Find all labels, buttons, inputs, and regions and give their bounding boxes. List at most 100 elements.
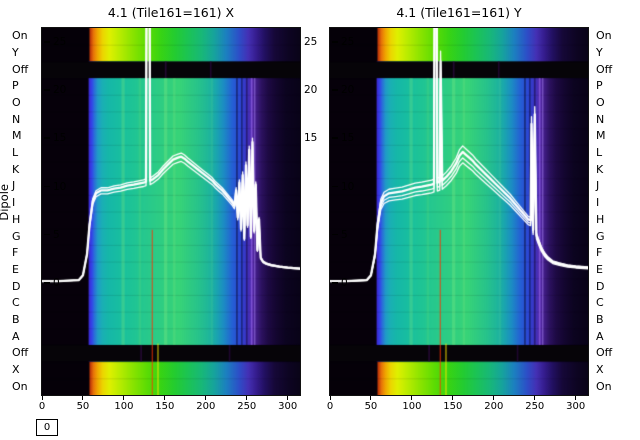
y-tick-mark — [44, 282, 50, 284]
panel-y: 4.1 (Tile161=161) Y 25 20 15 10 5 0 0 50 100 150 2… — [326, 0, 589, 440]
panel-x-heatmap — [41, 27, 301, 396]
dipole-label: E — [596, 262, 603, 276]
dipole-label: K — [596, 162, 604, 176]
x-tick-mark — [246, 396, 248, 400]
dipole-label: Off — [596, 62, 613, 76]
y-tick-mark — [332, 137, 338, 139]
x-tick-label: 300 — [278, 401, 298, 412]
dipole-label: E — [12, 262, 19, 276]
dipole-label: C — [596, 296, 604, 310]
y-tick-mark — [332, 233, 338, 236]
x-tick-mark — [534, 396, 536, 400]
y-tick-label-right: 15 — [304, 132, 318, 145]
x-tick-label: 250 — [237, 401, 257, 412]
x-tick-mark — [411, 396, 413, 400]
dipole-label: F — [596, 246, 603, 260]
dipole-label: Y — [12, 46, 19, 60]
dipole-label: B — [12, 312, 20, 326]
x-tick-mark — [123, 396, 125, 400]
x-tick-mark — [287, 396, 289, 400]
y-tick-mark — [44, 137, 50, 139]
x-tick-label: 150 — [443, 401, 463, 412]
x-tick-label: 50 — [364, 401, 378, 412]
x-tick-mark — [164, 396, 166, 400]
x-tick-mark — [329, 396, 331, 400]
x-tick-label: 0 — [326, 401, 334, 412]
x-tick-label: 100 — [402, 401, 422, 412]
y-tick-value: 15 — [53, 132, 67, 145]
y-tick-mark — [332, 282, 338, 284]
y-tick-value: 20 — [53, 84, 67, 97]
dipole-label: X — [12, 362, 20, 376]
x-tick-mark — [41, 396, 43, 400]
dipole-label: G — [12, 229, 21, 243]
y-axis-label: Dipole — [0, 184, 11, 221]
y-tick-value: 10 — [53, 180, 67, 193]
y-tick-label-right: 25 — [304, 36, 318, 48]
x-tick-label: 200 — [196, 401, 216, 412]
dipole-label: G — [596, 229, 605, 243]
x-tick-label: 0 — [38, 401, 46, 412]
dipole-label: P — [12, 79, 19, 93]
y-tick-mark — [44, 233, 50, 236]
dipole-label: K — [12, 162, 20, 176]
dipole-label: O — [596, 96, 605, 110]
panel-x: 4.1 (Tile161=161) X 25 20 15 10 5 0 25 20 15 0 50 1… — [38, 0, 318, 440]
dipole-label: On — [596, 379, 612, 393]
dipole-label: P — [596, 79, 603, 93]
y-tick-mark — [332, 41, 338, 43]
dipole-labels-right: On Y Off P O N M L K J I H G F E D C B A Off X On — [596, 28, 632, 395]
x-tick-label: 100 — [114, 401, 134, 412]
dipole-label: F — [12, 246, 19, 260]
dipole-label: L — [12, 146, 19, 160]
y-tick-mark — [332, 89, 338, 91]
dipole-label: D — [12, 279, 21, 293]
frame-counter: 0 — [36, 419, 58, 436]
dipole-label: B — [596, 312, 604, 326]
dipole-label: A — [12, 329, 20, 343]
dipole-label: Off — [596, 346, 613, 360]
y-tick-value: 10 — [341, 180, 355, 193]
y-tick-value: 0 — [341, 277, 348, 289]
dipole-label: A — [596, 329, 604, 343]
y-tick-value: 5 — [53, 228, 60, 241]
dipole-label: M — [596, 129, 606, 143]
x-tick-mark — [370, 396, 372, 400]
dipole-labels-left: On Y Off P O N M L K J I H G F E D C B A Off X On — [12, 28, 40, 395]
dipole-label: X — [596, 362, 604, 376]
dipole-label: L — [596, 146, 603, 160]
y-tick-value: 15 — [341, 132, 355, 145]
x-tick-label: 300 — [566, 401, 586, 412]
dipole-label: Off — [12, 346, 29, 360]
y-tick-value: 20 — [341, 84, 355, 97]
x-tick-mark — [575, 396, 577, 400]
dipole-label: O — [12, 96, 21, 110]
x-tick-mark — [205, 396, 207, 400]
y-tick-value: 25 — [53, 36, 67, 48]
x-tick-mark — [82, 396, 84, 400]
dipole-label: M — [12, 129, 22, 143]
dipole-label: C — [12, 296, 20, 310]
panel-y-heatmap — [329, 27, 589, 396]
x-tick-mark — [493, 396, 495, 400]
dipole-label: On — [12, 29, 28, 43]
y-tick-mark — [44, 41, 50, 43]
dipole-label: Off — [12, 62, 29, 76]
panel-x-title: 4.1 (Tile161=161) X — [107, 5, 235, 20]
y-tick-value: 0 — [53, 277, 60, 289]
y-tick-mark — [44, 89, 50, 91]
dipole-label: I — [12, 196, 16, 210]
dipole-label: N — [12, 112, 21, 126]
y-tick-mark — [332, 185, 338, 188]
x-tick-label: 200 — [484, 401, 504, 412]
y-tick-mark — [44, 185, 50, 188]
x-tick-label: 50 — [76, 401, 90, 412]
panel-y-title: 4.1 (Tile161=161) Y — [396, 5, 522, 20]
dipole-label: H — [12, 212, 21, 226]
dipole-label: I — [596, 196, 600, 210]
dipole-label: On — [12, 379, 28, 393]
dipole-label: N — [596, 112, 605, 126]
dipole-label: Y — [596, 46, 603, 60]
x-tick-mark — [452, 396, 454, 400]
